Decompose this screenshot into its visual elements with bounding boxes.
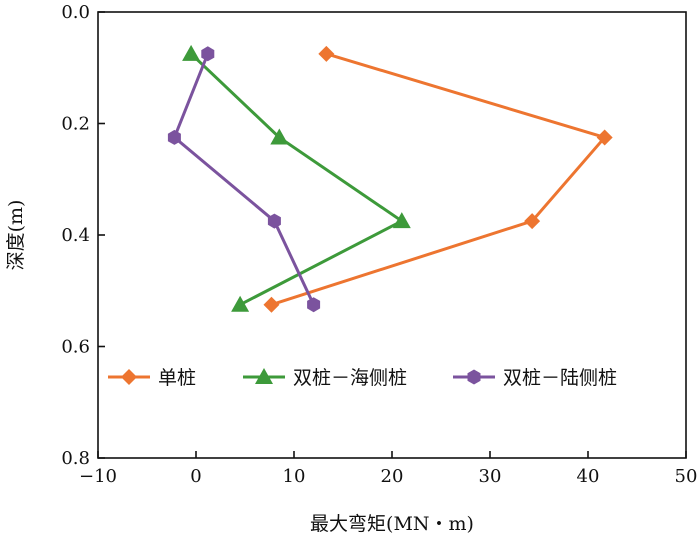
legend-label: 双桩－陆侧桩 [503,367,617,389]
series-2 [167,46,321,313]
x-axis-label: 最大弯矩(MN・m) [310,513,474,535]
data-point-hexagon [267,213,281,229]
data-point-triangle [231,295,250,312]
data-point-hexagon [167,129,181,145]
x-tick-label: 40 [577,466,600,487]
series-line [190,52,405,307]
data-point-hexagon [307,297,321,313]
x-tick-label: 50 [675,466,698,487]
y-tick-label: 0.0 [61,2,90,23]
data-point-triangle [182,44,201,61]
legend-label: 单桩 [158,367,196,389]
series-line [172,53,315,306]
x-tick-label: 20 [381,466,404,487]
data-point-triangle [392,212,411,229]
data-point-diamond [596,129,613,146]
y-tick-label: 0.8 [61,448,90,469]
legend: 单桩 双桩－海侧桩 双桩－陆侧桩 [108,367,617,389]
data-point-hexagon [201,46,215,62]
legend-marker-hexagon [467,369,481,385]
legend-label: 双桩－海侧桩 [293,367,407,389]
y-tick-label: 0.6 [61,337,90,358]
x-tick-label: −10 [79,466,117,487]
series-1 [182,44,411,312]
x-tick-label: 30 [479,466,502,487]
x-tick-label: 10 [283,466,306,487]
y-axis-label: 深度(m) [5,200,27,271]
data-point-diamond [263,296,280,313]
x-tick-label: 0 [190,466,201,487]
legend-marker-triangle [255,368,273,384]
legend-marker-diamond [121,369,137,385]
data-point-diamond [318,45,335,62]
plot-frame [97,11,687,459]
y-tick-label: 0.2 [61,114,90,135]
data-point-triangle [270,128,289,145]
y-tick-label: 0.4 [61,225,90,246]
series-0 [263,45,613,313]
series-line [271,52,608,307]
data-point-diamond [524,213,541,230]
